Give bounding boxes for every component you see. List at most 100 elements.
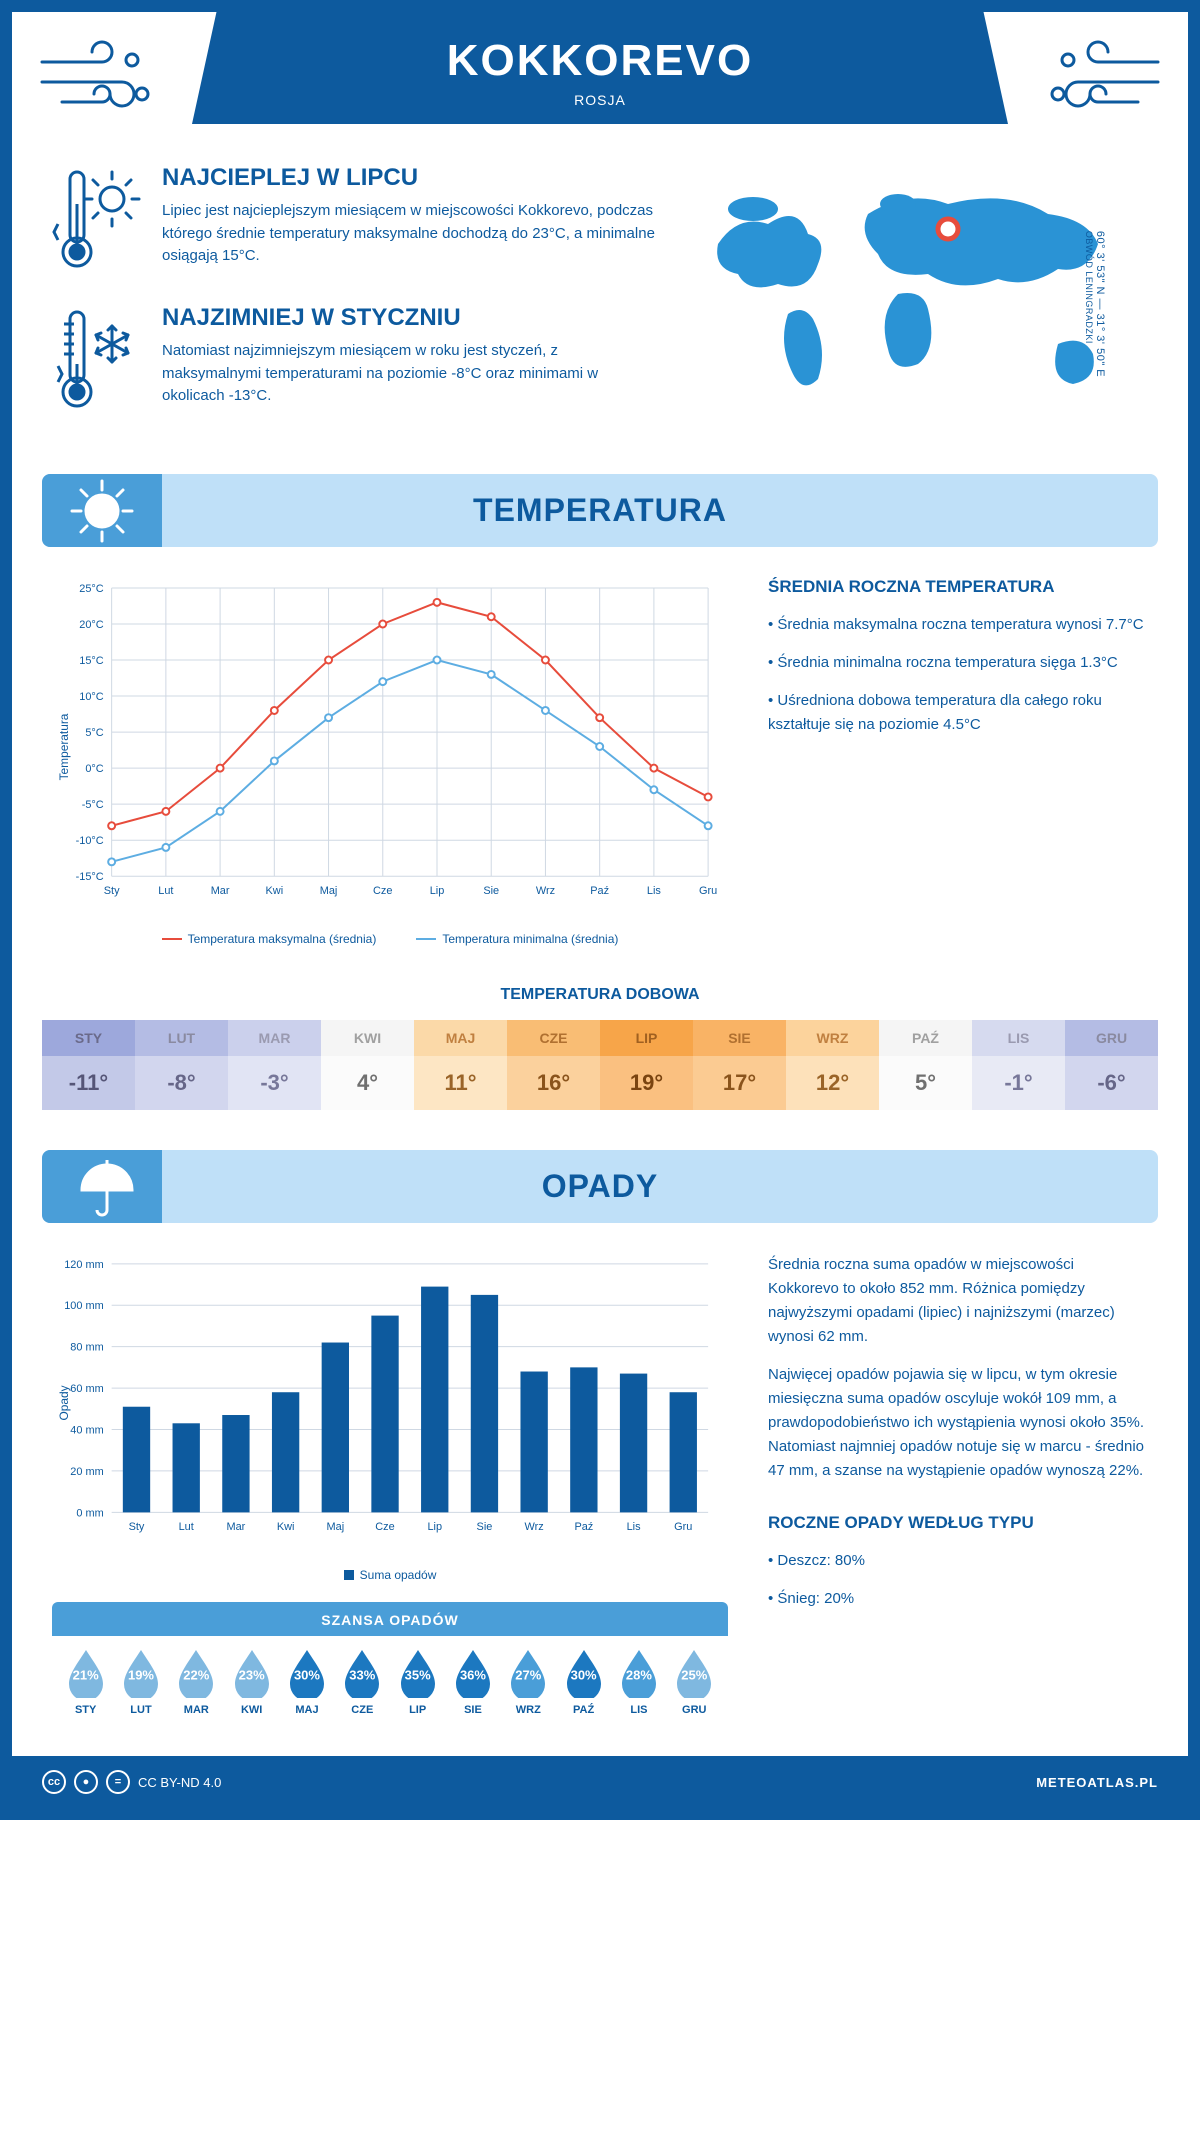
- precip-info: Średnia roczna suma opadów w miejscowośc…: [768, 1253, 1148, 1726]
- intro-facts: NAJCIEPLEJ W LIPCU Lipiec jest najcieple…: [52, 164, 658, 444]
- drop-icon: 30%: [563, 1646, 605, 1698]
- svg-text:Cze: Cze: [373, 885, 392, 897]
- svg-text:10°C: 10°C: [79, 691, 104, 703]
- drop-icon: 35%: [397, 1646, 439, 1698]
- section-header-temp: TEMPERATURA: [42, 474, 1158, 547]
- daily-temp-table: STY -11°LUT -8°MAR -3°KWI 4°MAJ 11°CZE 1…: [42, 1020, 1158, 1110]
- svg-text:Gru: Gru: [699, 885, 717, 897]
- svg-text:Wrz: Wrz: [536, 885, 555, 897]
- drop-icon: 25%: [673, 1646, 715, 1698]
- section-title: OPADY: [42, 1168, 1158, 1205]
- svg-text:Lis: Lis: [627, 1521, 642, 1533]
- fact-warmest: NAJCIEPLEJ W LIPCU Lipiec jest najcieple…: [52, 164, 658, 274]
- chance-cell: 27% WRZ: [501, 1646, 556, 1716]
- drop-icon: 28%: [618, 1646, 660, 1698]
- dobowa-cell: GRU -6°: [1065, 1020, 1158, 1110]
- svg-text:Kwi: Kwi: [266, 885, 284, 897]
- thermometer-sun-icon: [52, 164, 142, 274]
- svg-text:Opady: Opady: [57, 1385, 71, 1420]
- svg-text:60 mm: 60 mm: [70, 1383, 103, 1395]
- precip-chart-col: 0 mm20 mm40 mm60 mm80 mm100 mm120 mmStyL…: [52, 1253, 728, 1726]
- chance-cell: 30% MAJ: [279, 1646, 334, 1716]
- dobowa-cell: CZE 16°: [507, 1020, 600, 1110]
- chance-cell: 19% LUT: [113, 1646, 168, 1716]
- drop-icon: 22%: [175, 1646, 217, 1698]
- dobowa-cell: PAŹ 5°: [879, 1020, 972, 1110]
- dobowa-cell: LIP 19°: [600, 1020, 693, 1110]
- temp-info: ŚREDNIA ROCZNA TEMPERATURA • Średnia mak…: [768, 577, 1148, 946]
- info-title: ŚREDNIA ROCZNA TEMPERATURA: [768, 577, 1148, 597]
- svg-text:-15°C: -15°C: [76, 871, 104, 883]
- chance-cell: 25% GRU: [667, 1646, 722, 1716]
- chance-cell: 28% LIS: [611, 1646, 666, 1716]
- svg-text:Sty: Sty: [129, 1521, 145, 1533]
- svg-text:Lip: Lip: [430, 885, 445, 897]
- license: cc ● = CC BY-ND 4.0: [42, 1770, 221, 1794]
- svg-text:Cze: Cze: [375, 1521, 394, 1533]
- svg-text:Lip: Lip: [427, 1521, 442, 1533]
- precip-legend: Suma opadów: [52, 1568, 728, 1582]
- header-wrap: KOKKOREVO ROSJA: [12, 12, 1188, 124]
- precip-chance: SZANSA OPADÓW 21% STY 19% LUT 22% MAR 23…: [52, 1602, 728, 1726]
- svg-text:0 mm: 0 mm: [76, 1507, 103, 1519]
- svg-text:-10°C: -10°C: [76, 835, 104, 847]
- sun-icon: [42, 474, 162, 547]
- wind-icon: [32, 32, 172, 132]
- svg-text:Sie: Sie: [483, 885, 499, 897]
- dobowa-cell: WRZ 12°: [786, 1020, 879, 1110]
- svg-text:Mar: Mar: [211, 885, 230, 897]
- svg-text:Lis: Lis: [647, 885, 662, 897]
- fact-coldest: NAJZIMNIEJ W STYCZNIU Natomiast najzimni…: [52, 304, 658, 414]
- svg-text:5°C: 5°C: [85, 727, 103, 739]
- chance-cell: 35% LIP: [390, 1646, 445, 1716]
- svg-text:100 mm: 100 mm: [64, 1300, 103, 1312]
- drop-icon: 23%: [231, 1646, 273, 1698]
- svg-text:20 mm: 20 mm: [70, 1466, 103, 1478]
- chance-cell: 36% SIE: [445, 1646, 500, 1716]
- svg-text:Maj: Maj: [327, 1521, 345, 1533]
- coordinates: 60° 3' 53" N — 31° 3' 50" E OBWÓD LENING…: [1084, 231, 1106, 377]
- footer: cc ● = CC BY-ND 4.0 METEOATLAS.PL: [12, 1756, 1188, 1808]
- svg-text:120 mm: 120 mm: [64, 1259, 103, 1271]
- drop-icon: 30%: [286, 1646, 328, 1698]
- svg-text:Kwi: Kwi: [277, 1521, 295, 1533]
- dobowa-cell: SIE 17°: [693, 1020, 786, 1110]
- svg-text:20°C: 20°C: [79, 619, 104, 631]
- svg-text:Paź: Paź: [574, 1521, 593, 1533]
- world-map-icon: [688, 164, 1148, 424]
- site-name: METEOATLAS.PL: [1036, 1775, 1158, 1790]
- temperature-line-chart: -15°C-10°C-5°C0°C5°C10°C15°C20°C25°CStyL…: [52, 577, 728, 917]
- svg-text:80 mm: 80 mm: [70, 1342, 103, 1354]
- dobowa-title: TEMPERATURA DOBOWA: [12, 986, 1188, 1004]
- dobowa-cell: MAJ 11°: [414, 1020, 507, 1110]
- dobowa-cell: KWI 4°: [321, 1020, 414, 1110]
- header: KOKKOREVO ROSJA: [192, 12, 1008, 124]
- wind-icon: [1028, 32, 1168, 132]
- page-title: KOKKOREVO: [192, 36, 1008, 86]
- chance-cell: 30% PAŹ: [556, 1646, 611, 1716]
- svg-text:Lut: Lut: [158, 885, 173, 897]
- svg-text:Temperatura: Temperatura: [57, 713, 71, 780]
- svg-text:Lut: Lut: [179, 1521, 194, 1533]
- fact-text: Natomiast najzimniejszym miesiącem w rok…: [162, 340, 658, 408]
- svg-text:25°C: 25°C: [79, 583, 104, 595]
- precip-text: Najwięcej opadów pojawia się w lipcu, w …: [768, 1363, 1148, 1483]
- temp-chart-col: -15°C-10°C-5°C0°C5°C10°C15°C20°C25°CStyL…: [52, 577, 728, 946]
- dobowa-cell: LIS -1°: [972, 1020, 1065, 1110]
- precip-type-item: • Deszcz: 80%: [768, 1549, 1148, 1573]
- nd-icon: =: [106, 1770, 130, 1794]
- precip-type-title: ROCZNE OPADY WEDŁUG TYPU: [768, 1513, 1148, 1533]
- page-container: KOKKOREVO ROSJA NAJC: [0, 0, 1200, 1820]
- precipitation-bar-chart: 0 mm20 mm40 mm60 mm80 mm100 mm120 mmStyL…: [52, 1253, 728, 1553]
- drop-icon: 33%: [341, 1646, 383, 1698]
- info-bullet: • Średnia maksymalna roczna temperatura …: [768, 613, 1148, 637]
- precip-text: Średnia roczna suma opadów w miejscowośc…: [768, 1253, 1148, 1349]
- chance-title: SZANSA OPADÓW: [52, 1612, 728, 1628]
- precip-body: 0 mm20 mm40 mm60 mm80 mm100 mm120 mmStyL…: [12, 1253, 1188, 1756]
- map-panel: 60° 3' 53" N — 31° 3' 50" E OBWÓD LENING…: [688, 164, 1148, 444]
- svg-text:Wrz: Wrz: [525, 1521, 544, 1533]
- svg-text:Sty: Sty: [104, 885, 120, 897]
- dobowa-cell: LUT -8°: [135, 1020, 228, 1110]
- info-bullet: • Średnia minimalna roczna temperatura s…: [768, 651, 1148, 675]
- temp-body: -15°C-10°C-5°C0°C5°C10°C15°C20°C25°CStyL…: [12, 577, 1188, 976]
